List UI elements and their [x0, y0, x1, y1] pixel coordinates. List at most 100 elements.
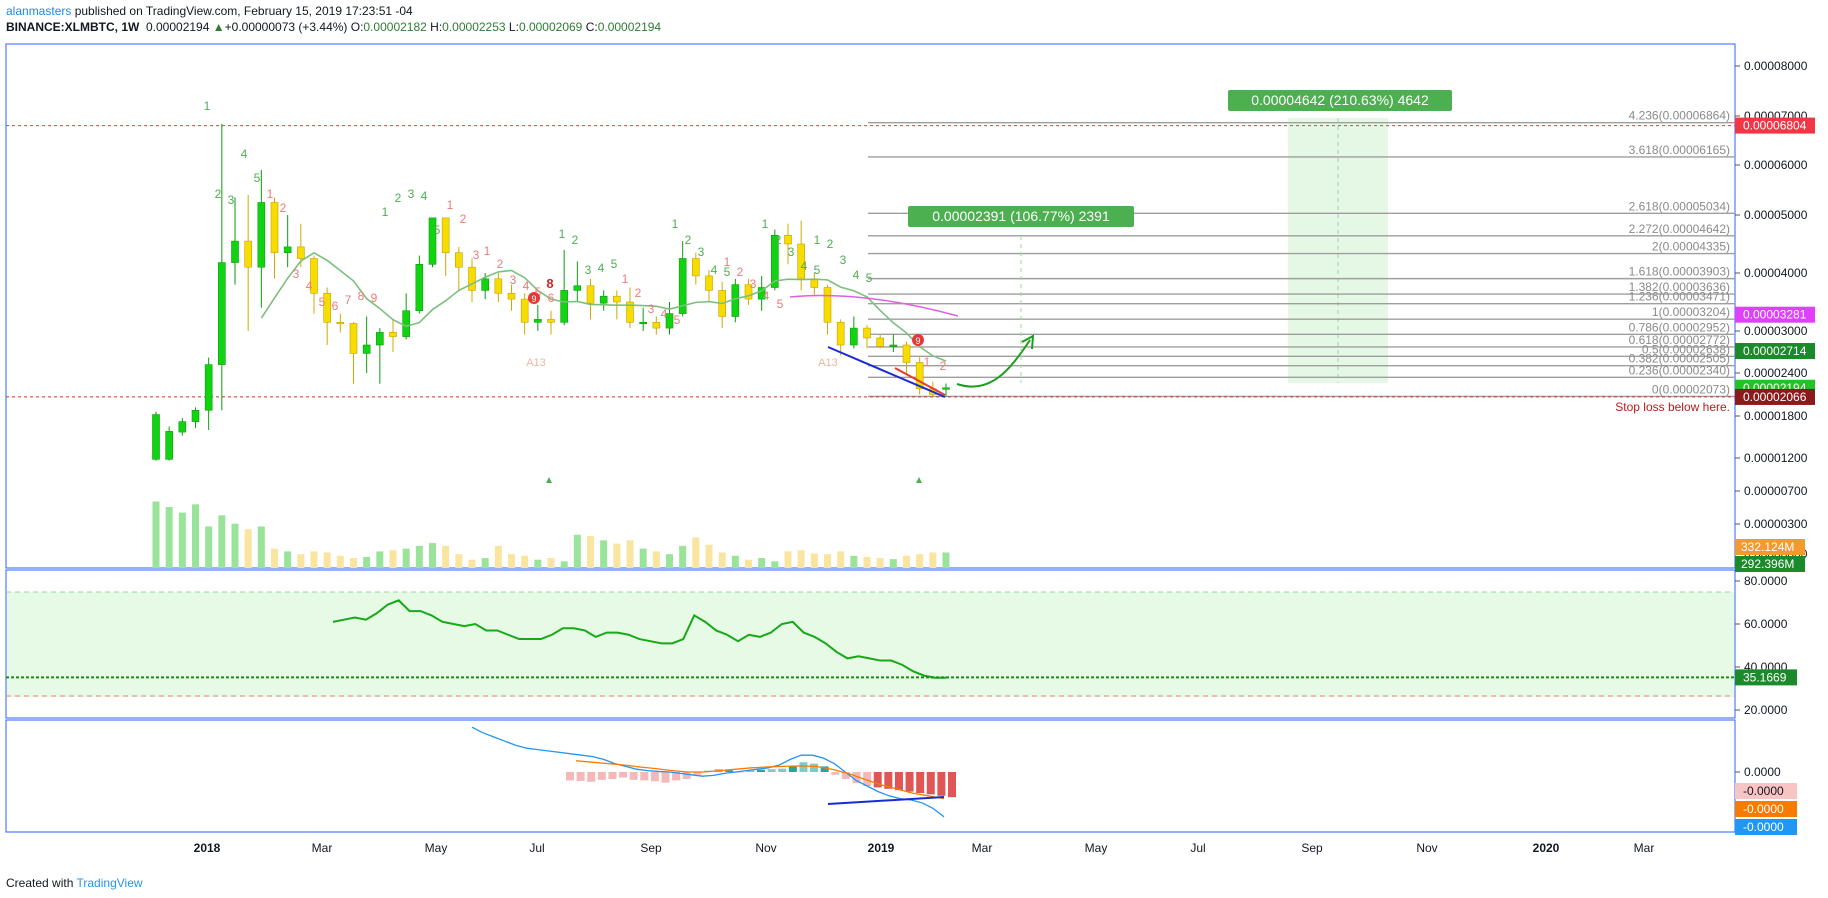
volume-bar [218, 515, 226, 568]
fib-label: 1.236(0.00003471) [1629, 290, 1730, 304]
macd-histogram-bar [767, 769, 776, 772]
macd-line [471, 726, 945, 818]
buy-signal-icon [546, 477, 552, 483]
y-tick-label: 0.00008000 [1744, 59, 1808, 73]
macd-value-tag [1735, 819, 1797, 835]
td-count-down: 2 [737, 265, 744, 279]
candle [218, 262, 226, 365]
macd-value-tag [1735, 783, 1797, 799]
fib-label: 0.5(0.00002638) [1642, 342, 1730, 356]
td-count-up: 4 [711, 263, 718, 277]
volume-bar [679, 545, 687, 568]
volume-bar [784, 551, 792, 568]
volume-tag-text: 332.124M [1741, 540, 1794, 554]
candle [244, 240, 252, 268]
volume-bar [705, 544, 713, 568]
rsi-value-tag-text: 35.1669 [1743, 670, 1787, 684]
candle [428, 217, 437, 265]
volume-bar [284, 551, 292, 568]
candle [850, 327, 858, 346]
td-count-up: 5 [814, 263, 821, 277]
td-count-down: 3 [473, 248, 480, 262]
footer: Created with TradingView [6, 876, 143, 890]
tradingview-logo[interactable]: TradingView [76, 876, 143, 890]
candle [231, 240, 239, 263]
candle [547, 319, 555, 323]
candle [784, 235, 792, 245]
volume-bar [745, 559, 752, 568]
buy-signal-icon [916, 477, 922, 483]
candle [362, 344, 371, 354]
candle [599, 295, 608, 304]
fib-label: 0(0.00002073) [1652, 382, 1730, 396]
td-count-down: 7 [345, 293, 352, 307]
td-marker-text: A13 [526, 357, 546, 369]
td-count-up: 1 [762, 217, 769, 231]
author-link[interactable]: alanmasters [6, 4, 72, 18]
macd-histogram-bar [905, 772, 914, 792]
td-count-down: 5 [674, 313, 681, 327]
volume-bar [600, 540, 608, 568]
volume-bar [560, 561, 568, 568]
td-count-down: 1 [724, 255, 731, 269]
candle [626, 301, 634, 323]
y-tick-label: 0.00001800 [1744, 409, 1808, 423]
open-label: O: [350, 20, 364, 34]
candle [402, 310, 410, 337]
macd-histogram-bar [650, 772, 659, 782]
macd-histogram-bar [937, 772, 946, 796]
td-count-up: 3 [788, 245, 795, 259]
volume-bar [692, 537, 700, 568]
price-tag [1735, 388, 1815, 405]
td-count-down: 5 [319, 295, 326, 309]
macd-pane-border [5, 719, 1736, 833]
fib-label: 2.618(0.00005034) [1629, 199, 1730, 213]
candle [297, 246, 305, 259]
price-change: +0.00000073 (+3.44%) [224, 20, 348, 34]
candle [823, 287, 832, 323]
td-count-up: 5 [254, 171, 261, 185]
td-count-down: 2 [280, 201, 287, 215]
candle [744, 284, 753, 300]
volume-tag-text: 292.396M [1741, 557, 1794, 571]
macd-histogram-bar [661, 772, 670, 783]
volume-bar [758, 558, 766, 568]
volume-bar [942, 552, 950, 568]
candle [349, 323, 358, 354]
macd-histogram-bar [841, 772, 850, 779]
candle [534, 319, 542, 323]
volume-bar [376, 551, 384, 568]
macd-histogram-bar [884, 772, 893, 789]
candle [507, 292, 516, 300]
candle [757, 287, 766, 300]
fib-label: 1(0.00003204) [1652, 305, 1730, 319]
td-count-down: 3 [750, 277, 757, 291]
candle [586, 285, 595, 304]
macd-histogram-bar [916, 772, 925, 793]
rsi-band [7, 592, 1734, 697]
volume-bar [876, 558, 884, 568]
td-count-up: 1 [672, 217, 679, 231]
fib-label: 3.618(0.00006165) [1629, 143, 1730, 157]
td-count-up: 2 [215, 187, 222, 201]
candle [191, 409, 200, 422]
close-label: C: [585, 20, 598, 34]
symbol-line: BINANCE:XLMBTC, 1W 0.00002194 ▲+0.000000… [6, 20, 661, 34]
td-count-down: 1 [924, 355, 931, 369]
up-arrow-icon: ▲ [212, 20, 225, 34]
td-count-down: 5 [777, 297, 784, 311]
macd-histogram-bar [810, 763, 819, 772]
candle [731, 284, 740, 317]
price-tag-text: 0.00002714 [1743, 344, 1807, 358]
td-count-down: 1 [622, 272, 629, 286]
volume-bar [810, 553, 818, 568]
fib-label: 2.272(0.00004642) [1629, 222, 1730, 236]
candle [455, 252, 463, 268]
candle [441, 217, 450, 253]
volume-bar [297, 554, 305, 568]
volume-bar [402, 548, 410, 568]
td-count-up: 2 [572, 233, 579, 247]
high-label: H: [430, 20, 443, 34]
td-count-down: 9 [371, 291, 378, 305]
